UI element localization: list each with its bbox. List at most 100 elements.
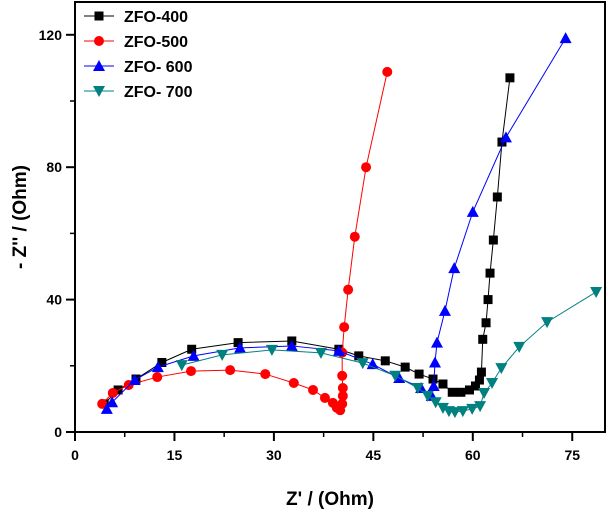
data-point — [216, 349, 229, 361]
data-point — [157, 357, 167, 367]
legend-marker — [94, 36, 104, 46]
data-point — [187, 349, 200, 361]
y-tick-label: 40 — [46, 292, 62, 308]
data-point — [447, 387, 457, 397]
plot-frame — [74, 1, 606, 433]
series-line — [101, 71, 388, 411]
data-point — [265, 344, 278, 356]
data-point — [456, 387, 466, 397]
data-point — [332, 344, 345, 356]
legend-marker — [93, 60, 105, 71]
legend-item: ZFO- 600 — [84, 59, 193, 76]
data-point — [488, 235, 498, 245]
data-point — [411, 382, 424, 394]
data-point — [499, 131, 512, 143]
data-point — [354, 351, 364, 361]
legend-label: ZFO- 600 — [124, 59, 193, 76]
data-point — [366, 358, 379, 370]
data-point — [100, 402, 113, 414]
data-point — [106, 396, 119, 408]
x-tick-label: 45 — [366, 447, 382, 463]
y-tick-label: 80 — [46, 159, 62, 175]
data-point — [288, 378, 299, 389]
data-point — [429, 397, 442, 409]
data-point — [470, 381, 480, 391]
data-point — [474, 401, 487, 413]
data-point — [436, 402, 449, 414]
data-point — [495, 363, 508, 375]
data-point — [474, 375, 484, 385]
legend-item: ZFO- 700 — [84, 84, 193, 101]
data-point — [430, 336, 443, 348]
series-zfo-600 — [100, 32, 572, 414]
data-point — [225, 365, 236, 376]
data-point — [466, 403, 479, 415]
data-point — [152, 372, 163, 383]
data-point — [128, 374, 141, 386]
x-tick-label: 30 — [266, 447, 282, 463]
data-point — [456, 406, 469, 418]
y-tick-label: 0 — [54, 424, 62, 440]
data-point — [513, 341, 526, 353]
data-point — [414, 369, 424, 379]
series-zfo-700 — [175, 286, 603, 419]
y-tick-label: 120 — [39, 27, 63, 43]
data-point — [234, 341, 247, 353]
y-axis-label: - Z'' / (Ohm) — [10, 165, 31, 269]
data-point — [337, 370, 348, 381]
legend-item: ZFO-500 — [84, 34, 188, 51]
data-point — [466, 205, 479, 217]
data-point — [448, 407, 461, 419]
x-tick-label: 75 — [564, 447, 580, 463]
data-point — [175, 360, 188, 372]
series-line — [103, 77, 511, 405]
data-point — [337, 382, 348, 393]
data-point — [478, 334, 488, 344]
legend-label: ZFO-400 — [124, 9, 188, 26]
series-line — [106, 37, 567, 410]
data-point — [308, 384, 319, 395]
data-point — [349, 231, 360, 242]
data-point — [356, 358, 369, 370]
data-point — [400, 362, 410, 372]
data-point — [337, 390, 348, 401]
data-point — [389, 370, 402, 382]
x-axis-label: Z' / (Ohm) — [286, 489, 374, 510]
data-point — [541, 317, 554, 329]
data-point — [260, 369, 271, 380]
data-point — [486, 378, 499, 390]
data-point — [319, 392, 330, 403]
data-point — [428, 374, 438, 384]
data-point — [478, 387, 491, 399]
data-point — [233, 338, 243, 348]
data-point — [590, 286, 603, 298]
data-point — [339, 322, 350, 333]
data-point — [107, 387, 118, 398]
data-point — [429, 356, 442, 368]
data-point — [186, 366, 197, 377]
series-zfo-400 — [99, 73, 515, 409]
data-point — [337, 398, 348, 409]
legend-marker — [93, 86, 105, 97]
x-tick-label: 60 — [465, 447, 481, 463]
data-point — [361, 162, 372, 173]
data-point — [438, 379, 448, 389]
data-point — [151, 361, 164, 373]
data-point — [97, 398, 108, 409]
data-point — [485, 268, 495, 278]
data-point — [285, 339, 298, 351]
legend-marker — [94, 11, 104, 21]
data-point — [481, 318, 491, 328]
legend-label: ZFO- 700 — [124, 84, 193, 101]
data-point — [382, 66, 393, 77]
data-point — [314, 347, 327, 359]
data-point — [492, 192, 502, 202]
data-point — [187, 344, 197, 354]
data-point — [476, 367, 486, 377]
legend-label: ZFO-500 — [124, 34, 188, 51]
legend: ZFO-400 ZFO-500 ZFO- 600 ZFO- 700 — [84, 9, 193, 101]
data-point — [421, 390, 434, 402]
legend-item: ZFO-400 — [84, 9, 188, 26]
data-point — [380, 356, 390, 366]
